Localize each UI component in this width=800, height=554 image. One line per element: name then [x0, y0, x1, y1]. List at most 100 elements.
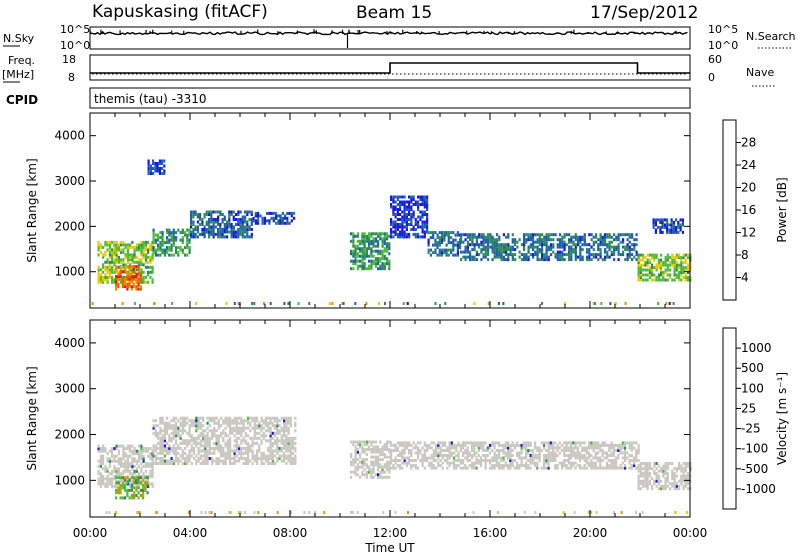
velocity-cell: [111, 479, 114, 483]
power-cell: [642, 273, 645, 277]
power-cell: [622, 250, 625, 254]
power-cell: [657, 258, 660, 262]
velocity-cell: [401, 451, 404, 455]
velocity-cell: [628, 461, 631, 465]
power-cell: [354, 234, 357, 238]
velocity-cell: [193, 446, 196, 450]
power-cell: [201, 230, 204, 234]
velocity-cell: [390, 454, 393, 457]
power-cell: [111, 240, 114, 244]
velocity-cell: [392, 466, 395, 470]
velocity-cell: [172, 449, 175, 453]
power-cell: [370, 252, 373, 256]
velocity-clutter: [685, 511, 688, 514]
power-cell: [536, 245, 539, 249]
power-cell: [666, 273, 669, 277]
power-cell: [117, 277, 120, 281]
power-cell: [466, 235, 469, 239]
velocity-cell: [383, 453, 386, 457]
velocity-cell: [412, 464, 415, 468]
power-cell: [239, 220, 242, 224]
velocity-cell: [664, 462, 667, 465]
power-cell: [443, 251, 446, 255]
power-cell: [129, 243, 132, 247]
power-cell: [514, 253, 517, 257]
power-cell: [377, 249, 380, 253]
velocity-cell: [619, 464, 622, 468]
velocity-cbar-tick-label: 100: [741, 381, 764, 395]
power-cell: [128, 282, 131, 286]
velocity-ylabel: Slant Range [km]: [25, 366, 39, 470]
velocity-cell: [151, 484, 154, 488]
power-cell: [172, 241, 175, 245]
velocity-cell: [446, 454, 449, 457]
velocity-cell: [106, 459, 109, 463]
power-cell: [379, 232, 382, 236]
power-cell: [219, 230, 222, 234]
power-cell: [417, 205, 420, 209]
velocity-cell: [269, 457, 272, 460]
power-cell: [365, 234, 368, 238]
velocity-cell: [507, 441, 510, 445]
power-cell: [471, 240, 474, 244]
power-cell: [574, 258, 577, 262]
velocity-cell: [280, 434, 283, 438]
velocity-cell: [401, 454, 404, 457]
velocity-cell: [421, 454, 424, 457]
velocity-cell: [361, 470, 364, 474]
velocity-cell: [195, 424, 198, 428]
power-cell: [135, 243, 138, 247]
power-cell: [399, 225, 402, 229]
velocity-cell: [222, 439, 225, 443]
power-cell: [484, 250, 487, 254]
velocity-cell: [220, 434, 223, 438]
velocity-cell: [381, 453, 384, 457]
power-cell: [660, 271, 663, 274]
velocity-cell: [633, 456, 636, 460]
velocity-cell: [294, 416, 297, 420]
velocity-cell: [489, 451, 492, 455]
velocity-cell: [536, 464, 539, 468]
velocity-cell: [666, 472, 669, 476]
power-cell: [126, 248, 129, 252]
velocity-clutter: [573, 511, 576, 514]
velocity-cell: [233, 416, 236, 420]
power-cell: [97, 248, 100, 252]
power-cell: [203, 225, 206, 229]
power-cell: [654, 230, 657, 234]
velocity-cell: [121, 486, 124, 490]
velocity-cell: [199, 441, 202, 445]
power-cell: [613, 250, 616, 254]
velocity-cell: [493, 451, 496, 455]
power-cell: [359, 254, 362, 258]
power-cell: [408, 195, 411, 199]
power-cell: [293, 211, 296, 215]
velocity-cell: [473, 466, 476, 470]
power-cell: [475, 235, 478, 239]
power-cell: [106, 248, 109, 252]
power-cell: [675, 256, 678, 260]
velocity-cell: [247, 434, 250, 438]
velocity-cell: [547, 446, 550, 450]
velocity-cell: [108, 449, 111, 453]
velocity-cbar-tick-label: -25: [741, 422, 761, 436]
velocity-cell: [590, 461, 593, 465]
velocity-cell: [471, 454, 474, 457]
power-cell: [383, 237, 386, 241]
velocity-cell: [215, 429, 218, 433]
power-cell: [388, 262, 391, 266]
velocity-cell: [372, 448, 375, 452]
power-cell: [121, 277, 124, 281]
power-cell: [628, 253, 631, 257]
velocity-cell: [477, 459, 480, 462]
velocity-clutter: [595, 511, 598, 514]
velocity-cell: [556, 454, 559, 457]
power-cell: [464, 233, 467, 237]
power-cell: [673, 268, 676, 272]
power-cell: [434, 241, 437, 245]
power-cell: [527, 235, 530, 239]
power-cell: [151, 255, 154, 259]
power-cell: [172, 228, 175, 232]
power-cell: [159, 236, 162, 240]
power-cell: [608, 233, 611, 237]
